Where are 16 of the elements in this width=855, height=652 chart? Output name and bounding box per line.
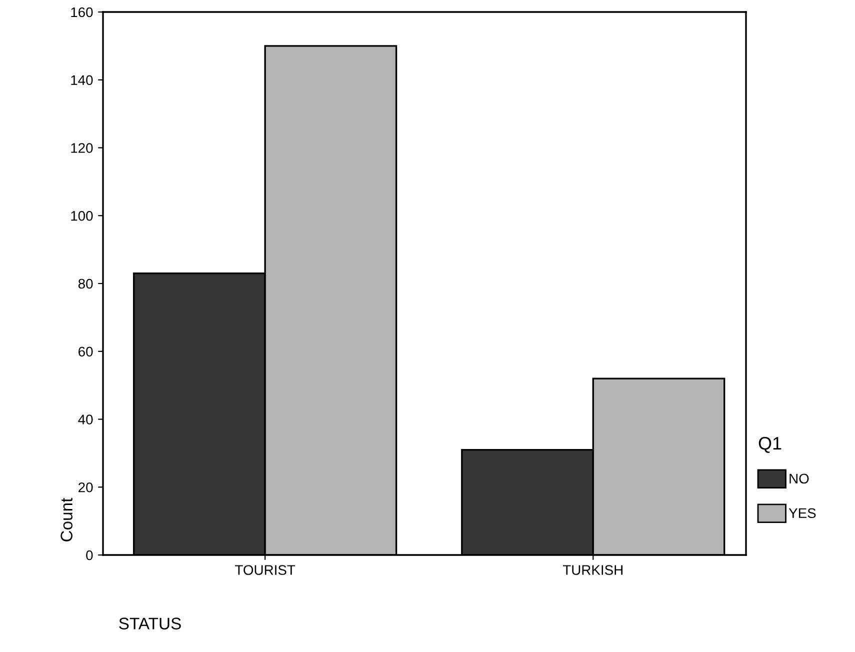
x-tick-label: TURKISH: [562, 565, 622, 575]
y-tick-label: 100: [71, 210, 93, 221]
y-tick-label: 60: [78, 346, 93, 357]
y-tick-label: 0: [86, 550, 93, 560]
y-tick-label: 120: [71, 143, 93, 153]
x-tick-label: TOURIST: [235, 565, 296, 575]
legend-label: NO: [790, 474, 809, 484]
y-tick-label: 160: [71, 7, 93, 18]
legend-label: YES: [788, 508, 816, 518]
y-axis-title: Count: [60, 498, 72, 542]
y-tick-label: 80: [78, 278, 93, 289]
y-tick-label: 20: [78, 482, 93, 492]
legend-title: Q1: [758, 436, 782, 453]
x-axis-title: STATUS: [119, 618, 181, 630]
y-tick-label: 140: [71, 75, 93, 86]
y-tick-label: 40: [78, 414, 93, 424]
